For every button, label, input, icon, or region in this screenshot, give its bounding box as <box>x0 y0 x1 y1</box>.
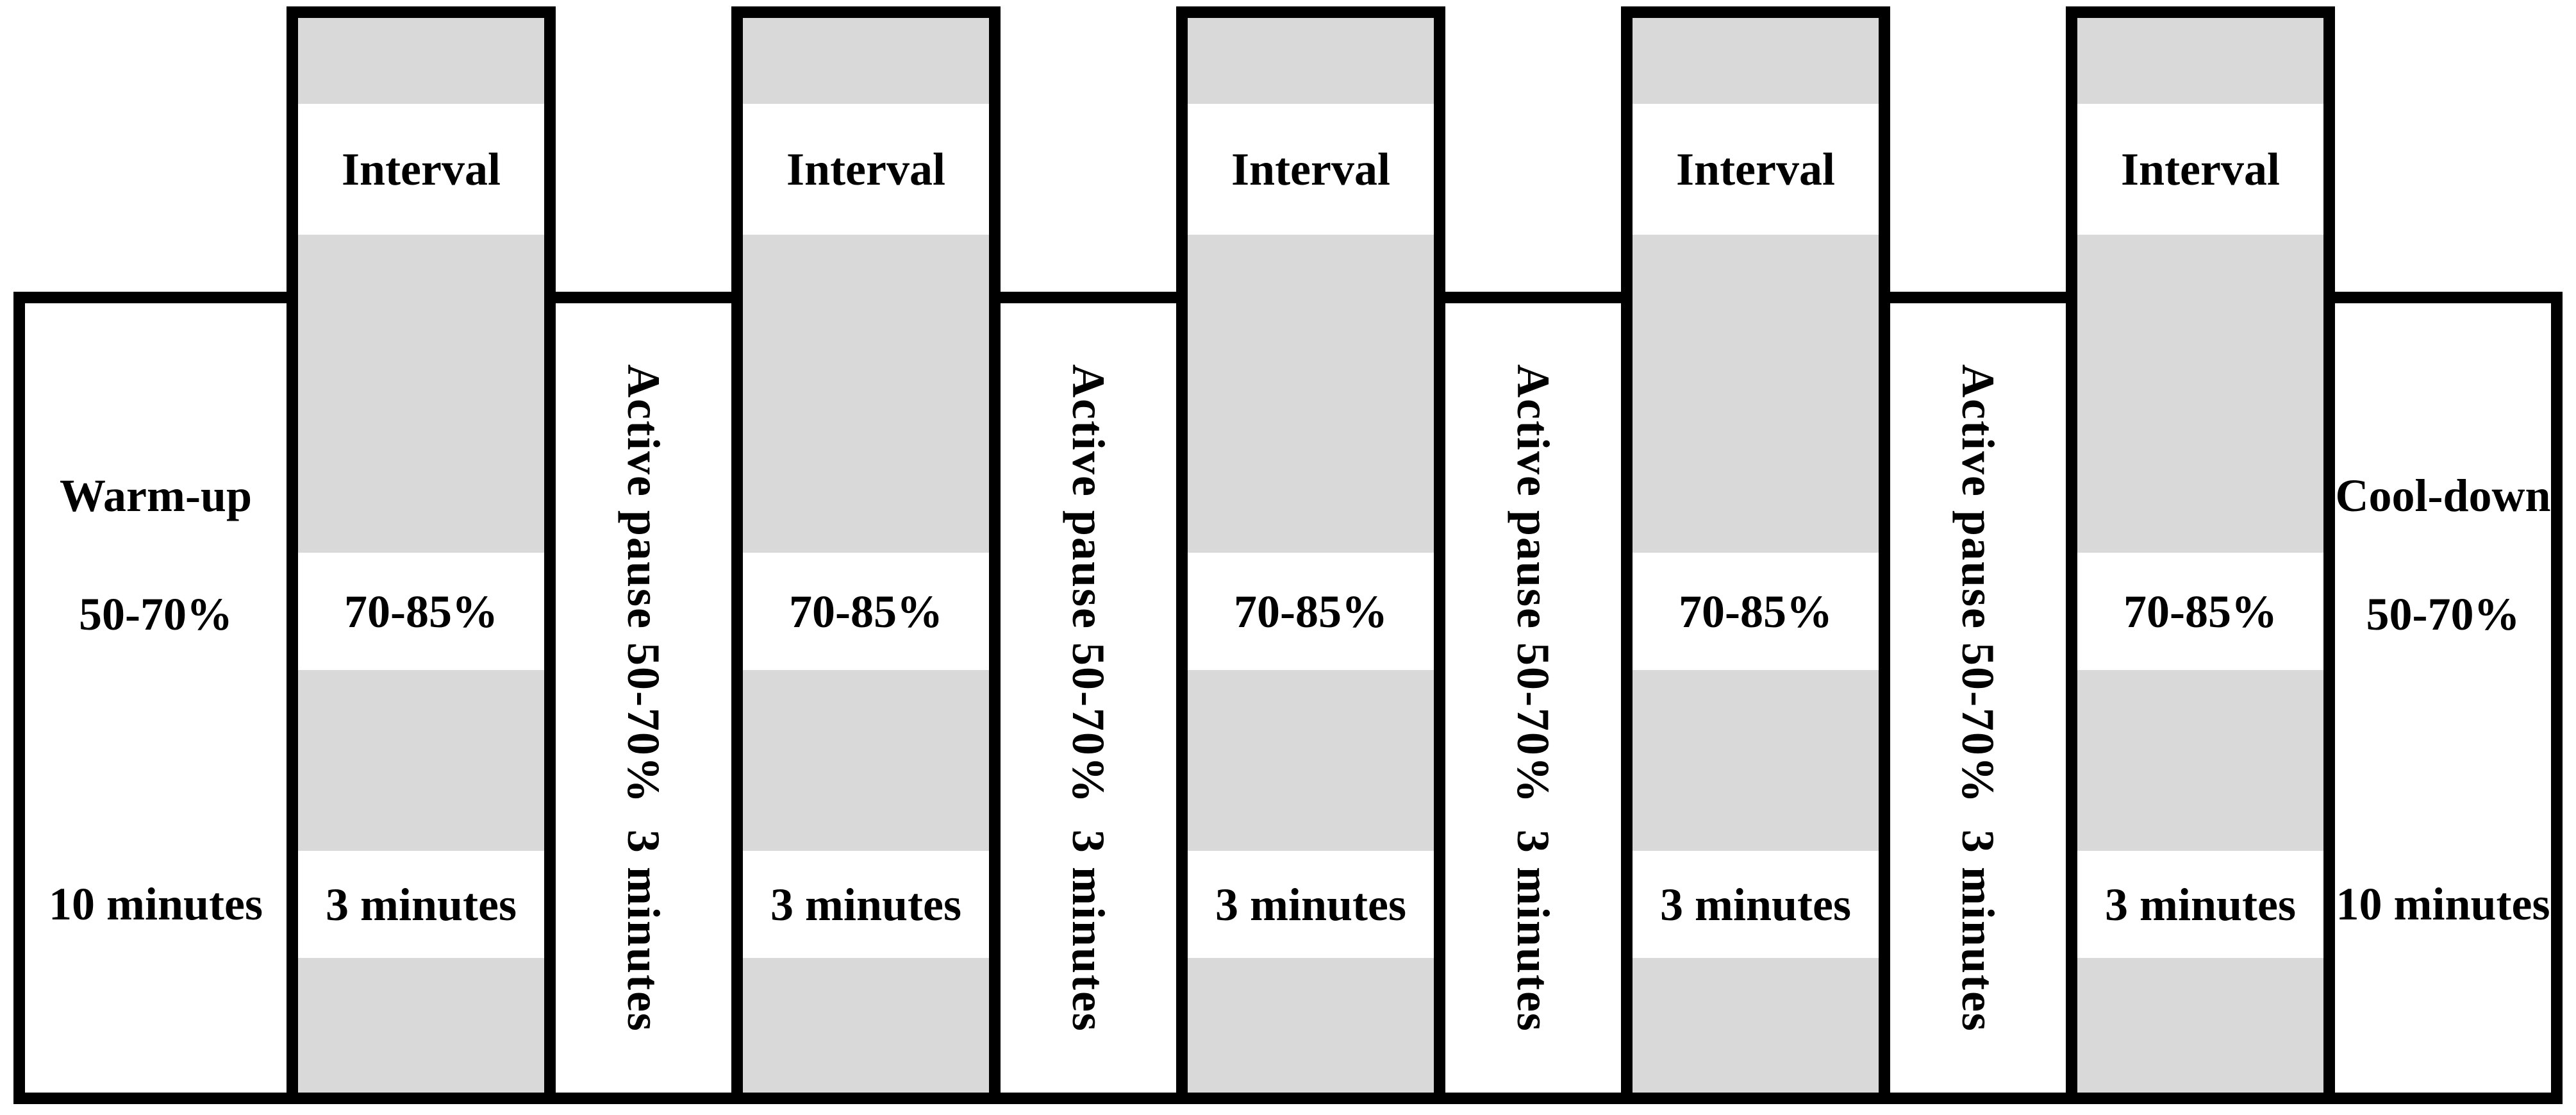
interval-intensity: 70-85% <box>1679 585 1832 637</box>
interval-title: Interval <box>1231 144 1390 195</box>
cooldown-intensity: 50-70% <box>2366 589 2520 640</box>
gray-band <box>1633 235 1879 553</box>
interval-duration-band: 3 minutes <box>743 851 989 958</box>
gray-band <box>2077 18 2323 104</box>
interval-intensity-band: 70-85% <box>2077 553 2323 670</box>
interval-title-band: Interval <box>1188 104 1434 235</box>
interval-intensity-band: 70-85% <box>1633 553 1879 670</box>
gray-band <box>2077 670 2323 851</box>
interval-duration-band: 3 minutes <box>1188 851 1434 958</box>
active-pause-block-2: Active pause 50-70% 3 minutes <box>989 292 1188 1104</box>
gray-band <box>1633 670 1879 851</box>
interval-intensity-band: 70-85% <box>743 553 989 670</box>
gray-band <box>743 18 989 104</box>
interval-title: Interval <box>2121 144 2280 195</box>
cooldown-block: Cool-down 50-70% 10 minutes <box>2323 292 2563 1104</box>
interval-duration: 3 minutes <box>2104 878 2297 930</box>
interval-title-band: Interval <box>743 104 989 235</box>
interval-intensity-band: 70-85% <box>1188 553 1434 670</box>
interval-intensity-band: 70-85% <box>298 553 544 670</box>
interval-intensity: 70-85% <box>789 585 943 637</box>
active-pause-label: Active pause 50-70% 3 minutes <box>1952 364 2004 1032</box>
active-pause-label: Active pause 50-70% 3 minutes <box>1508 364 1559 1032</box>
gray-band <box>2077 235 2323 553</box>
gray-band <box>1188 18 1434 104</box>
interval-duration: 3 minutes <box>325 878 517 930</box>
gray-band <box>1188 235 1434 553</box>
warmup-intensity: 50-70% <box>79 589 233 640</box>
interval-title: Interval <box>1676 144 1835 195</box>
interval-title-band: Interval <box>298 104 544 235</box>
gray-band <box>1188 670 1434 851</box>
interval-title-band: Interval <box>2077 104 2323 235</box>
active-pause-block-3: Active pause 50-70% 3 minutes <box>1434 292 1633 1104</box>
interval-intensity: 70-85% <box>1234 585 1388 637</box>
interval-block-4: Interval 70-85% 3 minutes <box>1621 6 1890 1104</box>
interval-title: Interval <box>342 144 501 195</box>
gray-band <box>1633 18 1879 104</box>
interval-duration: 3 minutes <box>770 878 962 930</box>
active-pause-label: Active pause 50-70% 3 minutes <box>618 364 669 1032</box>
interval-block-1: Interval 70-85% 3 minutes <box>287 6 556 1104</box>
gray-band <box>743 235 989 553</box>
gray-band <box>743 670 989 851</box>
gray-band <box>298 670 544 851</box>
interval-intensity: 70-85% <box>2123 585 2277 637</box>
gray-band <box>298 18 544 104</box>
gray-band <box>298 958 544 1093</box>
interval-title: Interval <box>786 144 945 195</box>
interval-block-5: Interval 70-85% 3 minutes <box>2066 6 2335 1104</box>
gray-band <box>2077 958 2323 1093</box>
warmup-block: Warm-up 50-70% 10 minutes <box>13 292 298 1104</box>
active-pause-label: Active pause 50-70% 3 minutes <box>1063 364 1114 1032</box>
interval-duration: 3 minutes <box>1659 878 1852 930</box>
active-pause-block-4: Active pause 50-70% 3 minutes <box>1879 292 2077 1104</box>
interval-block-3: Interval 70-85% 3 minutes <box>1176 6 1445 1104</box>
interval-duration-band: 3 minutes <box>298 851 544 958</box>
interval-duration-band: 3 minutes <box>2077 851 2323 958</box>
interval-intensity: 70-85% <box>344 585 498 637</box>
interval-duration: 3 minutes <box>1215 878 1407 930</box>
gray-band <box>1188 958 1434 1093</box>
gray-band <box>298 235 544 553</box>
interval-title-band: Interval <box>1633 104 1879 235</box>
protocol-blocks-row: Warm-up 50-70% 10 minutes Interval 70-85… <box>13 0 2563 1104</box>
warmup-duration: 10 minutes <box>48 878 263 930</box>
cooldown-title: Cool-down <box>2335 470 2551 521</box>
interval-duration-band: 3 minutes <box>1633 851 1879 958</box>
cooldown-duration: 10 minutes <box>2336 878 2550 930</box>
gray-band <box>743 958 989 1093</box>
active-pause-block-1: Active pause 50-70% 3 minutes <box>544 292 743 1104</box>
interval-block-2: Interval 70-85% 3 minutes <box>731 6 1001 1104</box>
gray-band <box>1633 958 1879 1093</box>
warmup-title: Warm-up <box>59 470 253 521</box>
